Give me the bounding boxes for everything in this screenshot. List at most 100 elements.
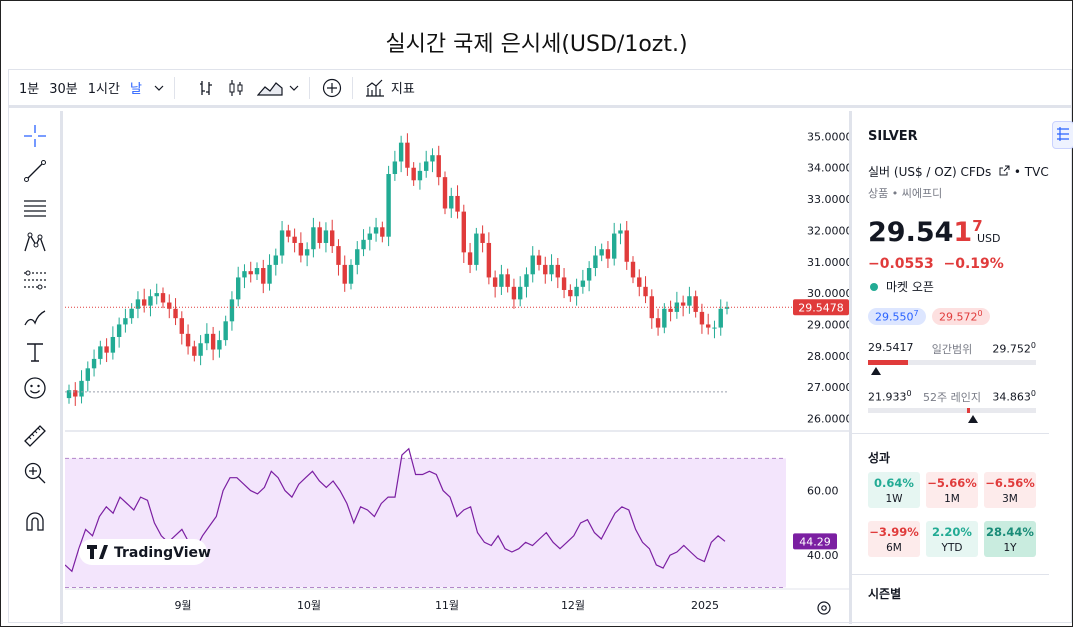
compare-plus-icon[interactable] xyxy=(322,78,342,98)
week52-high: 34.8630 xyxy=(992,389,1036,404)
crosshair-icon[interactable] xyxy=(22,123,48,149)
last-price-label: 29.5478 xyxy=(798,301,844,314)
candle-body xyxy=(292,236,297,243)
performance-card-ytd[interactable]: 2.20% YTD xyxy=(926,521,978,557)
emoji-icon[interactable] xyxy=(22,375,48,401)
price-chart[interactable]: 35.0000 34.0000 33.0000 32.0000 31.0000 30.00… xyxy=(65,111,849,624)
tradingview-watermark: TradingView xyxy=(114,545,211,561)
candle-body xyxy=(486,242,492,278)
interval-30m[interactable]: 30분 xyxy=(49,82,78,97)
candle-body xyxy=(323,230,329,243)
candle-body xyxy=(718,308,723,328)
bar-chart-type-icon[interactable] xyxy=(197,79,215,97)
candle-body xyxy=(643,286,648,297)
candle-body xyxy=(687,296,692,306)
indicators-button[interactable]: 지표 xyxy=(390,82,415,97)
performance-value: −5.66% xyxy=(927,476,977,490)
y-tick-label: 32.0000 xyxy=(807,224,849,237)
candle-body xyxy=(417,170,423,181)
candle-body xyxy=(392,161,398,175)
candle-body xyxy=(555,264,560,278)
indicators-icon[interactable] xyxy=(365,79,385,97)
settings-gear-icon[interactable] xyxy=(817,601,831,615)
candle-body xyxy=(367,233,372,240)
magnet-icon[interactable] xyxy=(22,509,48,535)
price-change: −0.0553 −0.19% xyxy=(868,256,1004,272)
symbol-name: SILVER xyxy=(868,129,918,144)
interval-1h[interactable]: 1시간 xyxy=(87,82,120,97)
candle-body xyxy=(398,142,404,162)
chevron-down-icon[interactable] xyxy=(154,85,164,91)
candle-body xyxy=(455,195,460,212)
day-range-label: 일간범위 xyxy=(931,343,973,356)
candle-body xyxy=(336,246,341,265)
candle-body xyxy=(624,230,629,262)
candle-body xyxy=(148,296,153,306)
candle-body xyxy=(574,286,579,297)
candle-body xyxy=(442,177,448,209)
candle-body xyxy=(167,302,172,309)
performance-card-1y[interactable]: 28.44% 1Y xyxy=(984,521,1036,557)
trend-line-icon[interactable] xyxy=(22,158,48,184)
market-status-text: 마켓 오픈 xyxy=(886,280,934,294)
candle-body xyxy=(436,155,441,178)
candle-body xyxy=(185,333,191,347)
x-tick-label: 9월 xyxy=(174,599,191,612)
candle-body xyxy=(586,268,592,281)
candle-body xyxy=(210,333,216,350)
bid-price: 29.5507 xyxy=(868,308,926,325)
candle-body xyxy=(311,227,316,250)
candle-body xyxy=(267,264,272,284)
candle-body xyxy=(693,296,698,312)
chevron-down-icon[interactable] xyxy=(289,85,299,91)
performance-value: 0.64% xyxy=(874,476,914,490)
performance-value: 28.44% xyxy=(986,525,1034,539)
interval-day[interactable]: 날 xyxy=(129,82,142,97)
performance-card-1m[interactable]: −5.66% 1M xyxy=(926,472,978,508)
candle-body xyxy=(405,142,410,168)
performance-card-1w[interactable]: 0.64% 1W xyxy=(868,472,920,508)
candle-body xyxy=(348,264,354,284)
performance-value: −3.99% xyxy=(869,525,919,539)
brush-icon[interactable] xyxy=(22,304,48,330)
page-title: 실시간 국제 은시세(USD/1ozt.) xyxy=(385,32,688,57)
currency: USD xyxy=(977,232,1001,245)
candle-body xyxy=(236,277,241,300)
candle-body xyxy=(411,167,416,181)
price-main: 29.54 xyxy=(868,217,954,248)
y-tick-label: 28.0000 xyxy=(807,350,849,363)
week52-low-sup: 0 xyxy=(906,389,912,398)
text-tool-icon[interactable] xyxy=(22,339,48,365)
candle-body xyxy=(430,155,435,162)
candle-body xyxy=(330,230,335,247)
candle-body xyxy=(373,227,379,234)
ruler-icon[interactable] xyxy=(22,423,48,449)
performance-period: 3M xyxy=(1002,493,1018,505)
candle-body xyxy=(298,242,304,256)
performance-value: −6.56% xyxy=(985,476,1035,490)
performance-card-3m[interactable]: −6.56% 3M xyxy=(984,472,1036,508)
candle-body xyxy=(580,280,586,287)
market-status: 마켓 오픈 xyxy=(870,278,934,295)
prediction-icon[interactable] xyxy=(22,267,48,293)
performance-card-6m[interactable]: −3.99% 6M xyxy=(868,521,920,557)
ask-price: 29.5720 xyxy=(932,308,990,325)
candle-body xyxy=(104,346,109,353)
fib-retracement-icon[interactable] xyxy=(22,195,48,221)
area-chart-type-icon[interactable] xyxy=(256,79,283,97)
candle-body xyxy=(160,293,166,303)
candle-body xyxy=(605,249,611,259)
candlestick-chart-type-icon[interactable] xyxy=(227,79,245,97)
interval-1m[interactable]: 1분 xyxy=(19,82,40,97)
candle-body xyxy=(612,233,617,259)
candle-body xyxy=(699,311,705,325)
performance-period: YTD xyxy=(941,542,963,554)
zoom-in-icon[interactable] xyxy=(22,460,48,486)
candle-body xyxy=(499,274,504,287)
candle-body xyxy=(154,293,159,297)
external-link-icon[interactable] xyxy=(999,165,1014,179)
watchlist-toggle-button[interactable] xyxy=(1052,121,1073,149)
candle-body xyxy=(179,318,184,334)
pattern-icon[interactable] xyxy=(22,230,48,256)
candle-body xyxy=(317,227,322,243)
